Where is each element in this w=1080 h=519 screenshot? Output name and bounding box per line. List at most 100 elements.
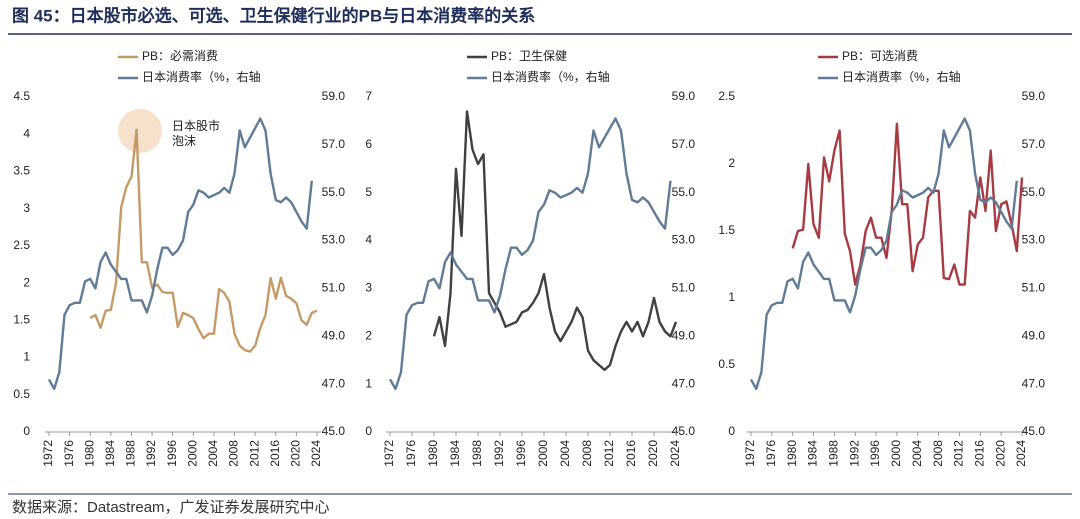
x-tick-label: 1972 (41, 440, 55, 467)
x-tick-label: 2008 (931, 440, 945, 467)
y-tick-label: 7 (365, 89, 372, 103)
y-tick-label: 4 (23, 126, 30, 140)
x-tick-label: 2024 (309, 440, 323, 467)
x-tick-label: 1992 (144, 440, 158, 467)
y-tick-label: 2 (728, 156, 735, 170)
y-tick-label: 2 (365, 328, 372, 342)
line (89, 128, 318, 353)
y2-tick-label: 59.0 (672, 89, 696, 103)
y2-tick-label: 49.0 (322, 328, 346, 342)
x-tick-label: 1976 (764, 440, 778, 467)
x-tick-label: 1988 (470, 440, 484, 467)
y-tick-label: 0 (23, 424, 30, 438)
x-tick-label: 2004 (910, 440, 924, 467)
legend-label: PB：卫生保健 (491, 49, 567, 63)
x-tick-label: 2012 (247, 440, 261, 467)
y2-tick-label: 57.0 (1022, 137, 1046, 151)
y2-tick-label: 45.0 (672, 424, 696, 438)
y2-tick-label: 49.0 (672, 328, 696, 342)
y2-tick-label: 59.0 (322, 89, 346, 103)
y-tick-label: 4.5 (13, 89, 30, 103)
y2-tick-label: 55.0 (1022, 185, 1046, 199)
x-tick-label: 1980 (426, 440, 440, 467)
y-tick-label: 1 (23, 350, 30, 364)
y2-tick-label: 49.0 (1022, 328, 1046, 342)
y-tick-label: 0.5 (718, 357, 735, 371)
x-tick-label: 2020 (993, 440, 1007, 467)
y-tick-label: 2 (23, 275, 30, 289)
x-tick-label: 2012 (602, 440, 616, 467)
x-tick-label: 1984 (448, 440, 462, 467)
x-tick-label: 1996 (868, 440, 882, 467)
x-tick-label: 1984 (103, 440, 117, 467)
y-tick-label: 0 (728, 424, 735, 438)
y-tick-label: 6 (365, 137, 372, 151)
x-tick-label: 2012 (952, 440, 966, 467)
x-tick-label: 2024 (1014, 440, 1028, 467)
y-tick-label: 1 (365, 376, 372, 390)
x-tick-label: 1988 (124, 440, 138, 467)
y2-tick-label: 55.0 (322, 185, 346, 199)
x-tick-label: 2008 (580, 440, 594, 467)
x-tick-label: 2024 (668, 440, 682, 467)
y2-tick-label: 55.0 (672, 185, 696, 199)
y2-tick-label: 47.0 (672, 376, 696, 390)
legend-label: PB：可选消费 (842, 49, 918, 63)
x-tick-label: 2004 (558, 440, 572, 467)
x-tick-label: 2000 (889, 440, 903, 467)
source: 数据来源：Datastream，广发证券发展研究中心 (12, 499, 330, 516)
annotation: 日本股市 (172, 118, 220, 133)
legend-label: PB：必需消费 (142, 49, 218, 63)
x-tick-label: 1976 (62, 440, 76, 467)
line (749, 117, 1018, 391)
line (791, 122, 1024, 286)
y-tick-label: 0.5 (13, 387, 30, 401)
x-tick-label: 1996 (514, 440, 528, 467)
x-tick-label: 1980 (785, 440, 799, 467)
y-tick-label: 2.5 (13, 238, 30, 252)
x-tick-label: 2016 (624, 440, 638, 467)
legend-label: 日本消费率（%，右轴 (842, 69, 961, 84)
y2-tick-label: 57.0 (322, 137, 346, 151)
y2-tick-label: 51.0 (1022, 281, 1046, 295)
x-tick-label: 2020 (646, 440, 660, 467)
y-tick-label: 0 (365, 424, 372, 438)
legend-label: 日本消费率（%，右轴 (491, 69, 610, 84)
y2-tick-label: 59.0 (1022, 89, 1046, 103)
x-tick-label: 2016 (268, 440, 282, 467)
y-tick-label: 3 (365, 281, 372, 295)
y2-tick-label: 47.0 (322, 376, 346, 390)
y2-tick-label: 53.0 (672, 233, 696, 247)
legend-label: 日本消费率（%，右轴 (142, 69, 261, 84)
x-tick-label: 2016 (972, 440, 986, 467)
y2-tick-label: 51.0 (322, 281, 346, 295)
y2-tick-label: 45.0 (1022, 424, 1046, 438)
annotation: 泡沫 (172, 134, 196, 148)
x-tick-label: 1984 (806, 440, 820, 467)
y2-tick-label: 47.0 (1022, 376, 1046, 390)
line (388, 117, 672, 391)
x-tick-label: 2020 (289, 440, 303, 467)
line (432, 110, 678, 371)
x-tick-label: 2008 (227, 440, 241, 467)
y2-tick-label: 51.0 (672, 281, 696, 295)
y-tick-label: 1.5 (13, 313, 30, 327)
y-tick-label: 5 (365, 185, 372, 199)
y-tick-label: 1 (728, 290, 735, 304)
x-tick-label: 1972 (382, 440, 396, 467)
x-tick-label: 1992 (492, 440, 506, 467)
y-tick-label: 4 (365, 233, 372, 247)
y-tick-label: 3 (23, 201, 30, 215)
x-tick-label: 2000 (536, 440, 550, 467)
y2-tick-label: 53.0 (1022, 233, 1046, 247)
y-tick-label: 2.5 (718, 89, 735, 103)
x-tick-label: 1992 (847, 440, 861, 467)
x-tick-label: 2000 (185, 440, 199, 467)
y-tick-label: 3.5 (13, 164, 30, 178)
y2-tick-label: 53.0 (322, 233, 346, 247)
x-tick-label: 1996 (165, 440, 179, 467)
y2-tick-label: 57.0 (672, 137, 696, 151)
x-tick-label: 1980 (82, 440, 96, 467)
x-tick-label: 1988 (827, 440, 841, 467)
